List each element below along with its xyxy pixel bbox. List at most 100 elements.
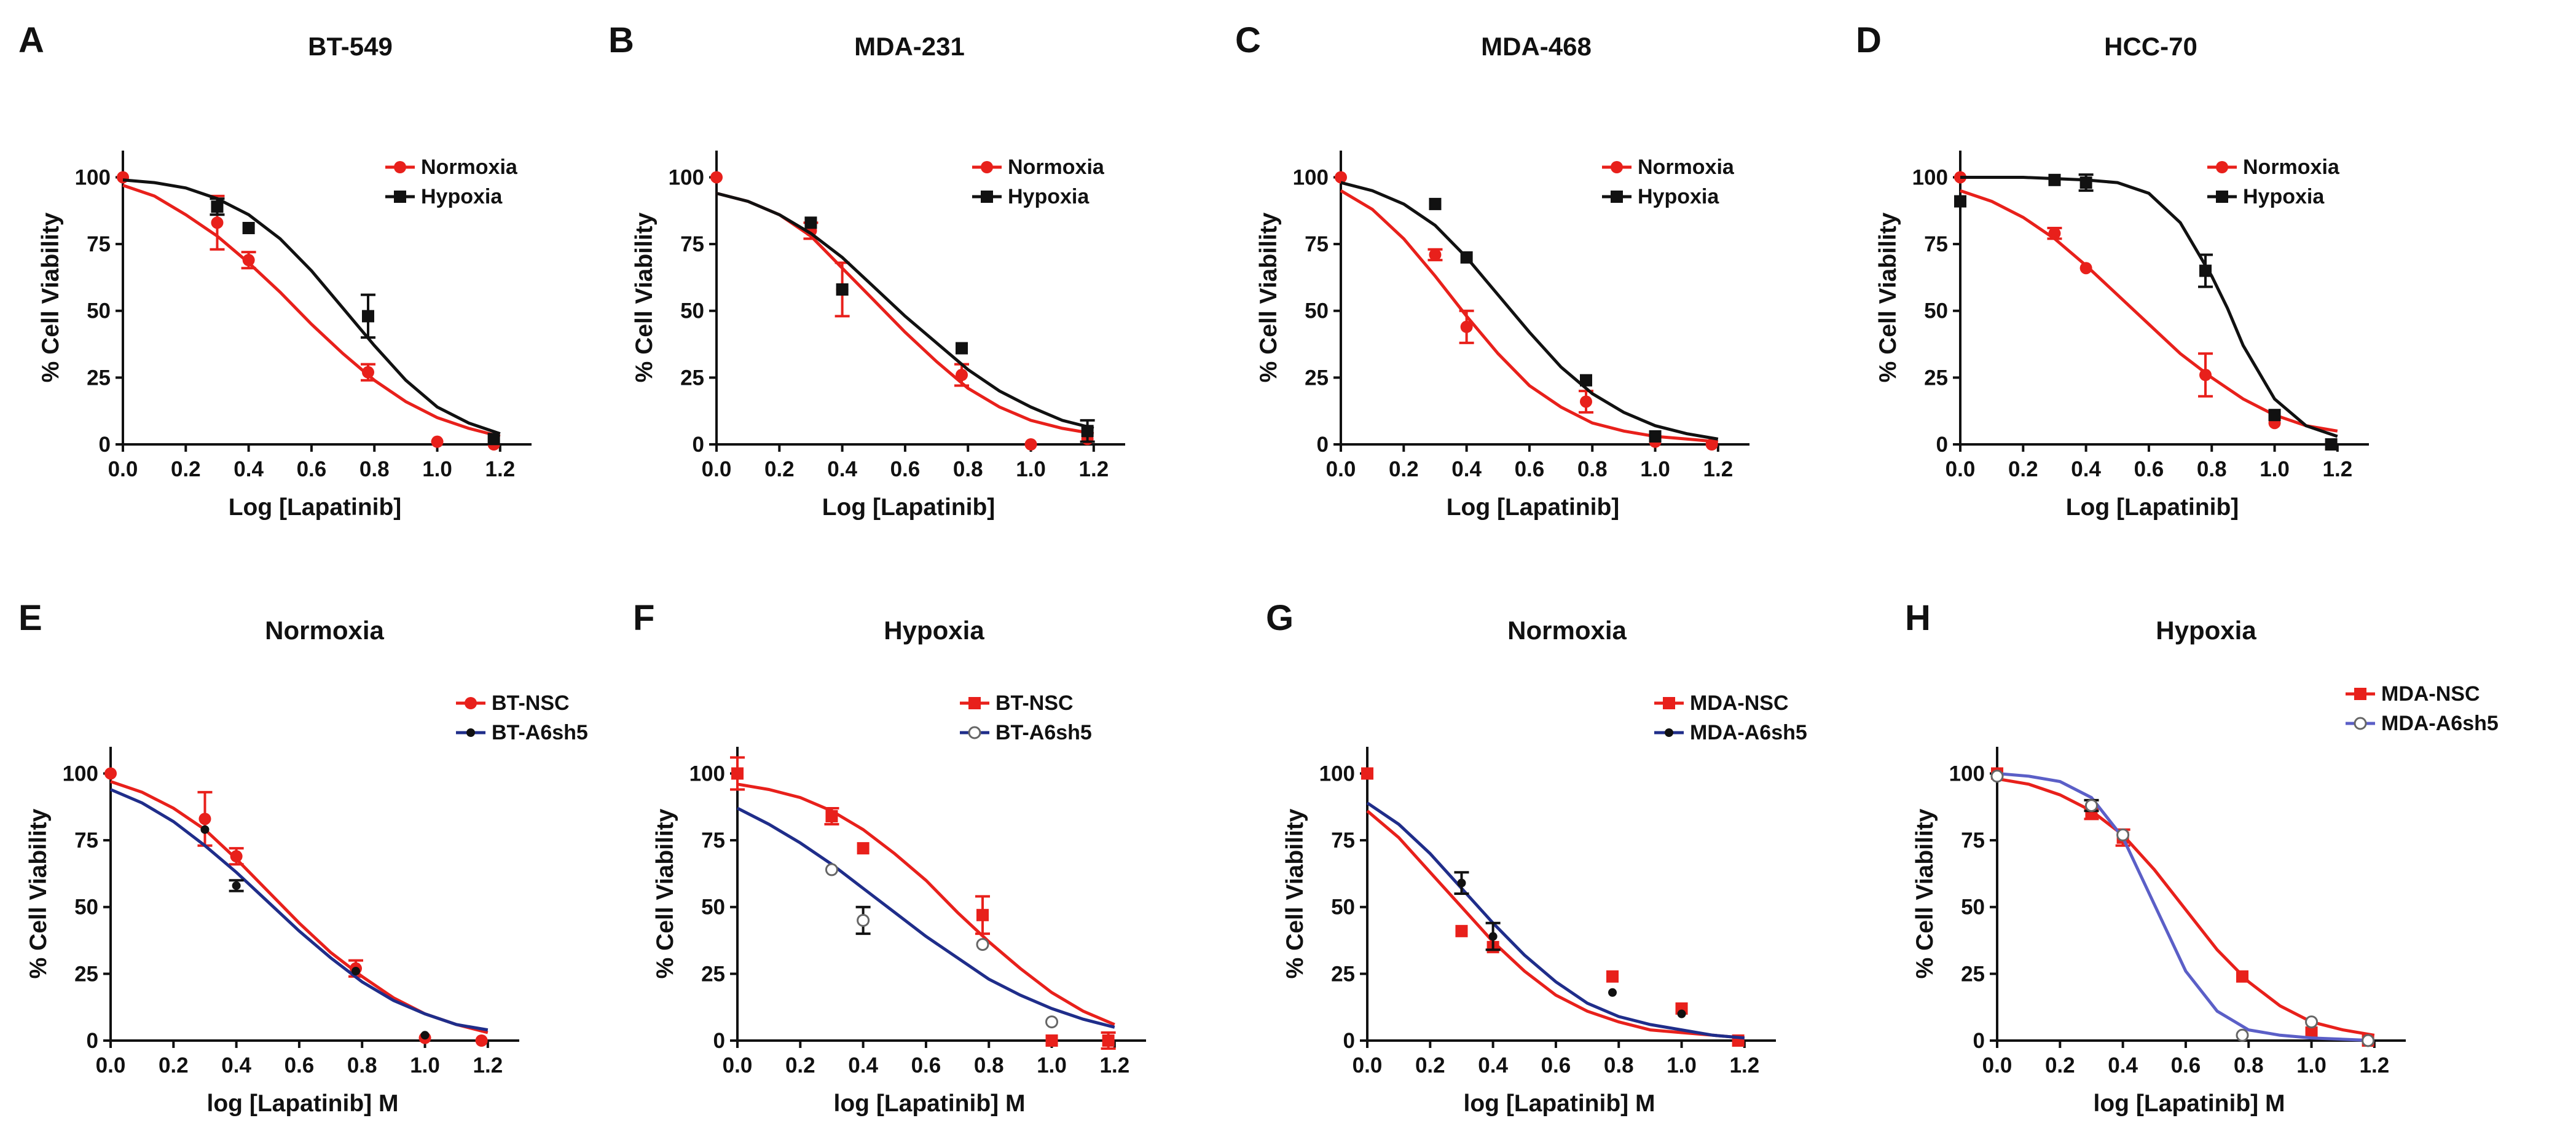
y-tick-label: 100 bbox=[1293, 165, 1329, 189]
x-tick-label: 0.0 bbox=[1982, 1053, 2012, 1077]
y-tick-label: 50 bbox=[680, 299, 704, 323]
x-tick-label: 1.2 bbox=[1730, 1053, 1760, 1077]
chart-panel-h: H Hypoxia 0.0 0.2 0.4 0.6 0.8 1.0 1.2 0 25 50 75 100 l… bbox=[1905, 598, 2499, 1117]
x-tick-label: 0.4 bbox=[827, 457, 857, 481]
x-tick-label: 0.8 bbox=[1604, 1053, 1634, 1077]
x-tick-label: 0.0 bbox=[702, 457, 732, 481]
x-tick-label: 0.6 bbox=[890, 457, 921, 481]
y-tick-label: 75 bbox=[87, 232, 111, 256]
x-tick-label: 0.0 bbox=[108, 457, 138, 481]
y-axis-label: % Cell Viability bbox=[1255, 212, 1282, 382]
x-tick-label: 0.0 bbox=[1326, 457, 1356, 481]
legend-label: BT-NSC bbox=[995, 691, 1074, 715]
series-mda-nsc: MDA-NSC bbox=[1361, 691, 1789, 1047]
x-tick-label: 1.0 bbox=[410, 1053, 440, 1077]
data-point bbox=[362, 366, 374, 379]
legend-marker bbox=[1663, 697, 1675, 709]
data-point bbox=[956, 342, 968, 355]
y-axis-label: % Cell Viability bbox=[25, 808, 52, 979]
x-tick-label: 0.6 bbox=[911, 1053, 941, 1077]
legend-marker bbox=[981, 161, 993, 173]
y-tick-label: 0 bbox=[713, 1029, 725, 1053]
x-tick-label: 1.2 bbox=[2360, 1053, 2390, 1077]
data-point bbox=[710, 171, 723, 184]
data-point bbox=[976, 908, 989, 921]
y-tick-label: 100 bbox=[669, 165, 704, 189]
data-point bbox=[1081, 425, 1094, 438]
chart-title: MDA-468 bbox=[1481, 32, 1592, 61]
data-point bbox=[2199, 369, 2212, 382]
data-point bbox=[1045, 1034, 1058, 1047]
legend-label: Hypoxia bbox=[1008, 185, 1090, 208]
x-tick-label: 1.2 bbox=[1100, 1053, 1130, 1077]
y-tick-label: 100 bbox=[689, 762, 725, 786]
x-tick-label: 1.0 bbox=[422, 457, 452, 481]
data-point bbox=[420, 1031, 430, 1040]
y-axis-label: % Cell Viability bbox=[652, 808, 678, 979]
y-tick-label: 0 bbox=[1936, 433, 1948, 457]
data-point bbox=[1457, 878, 1466, 888]
series-mda-nsc: MDA-NSC bbox=[1991, 682, 2480, 1047]
data-point bbox=[487, 433, 500, 446]
data-point bbox=[1580, 374, 1592, 387]
panel-letter: E bbox=[18, 598, 42, 638]
legend-marker bbox=[1665, 728, 1673, 737]
x-tick-label: 0.8 bbox=[974, 1053, 1004, 1077]
x-tick-label: 0.2 bbox=[1415, 1053, 1445, 1077]
series-mda-a6sh5: MDA-A6sh5 bbox=[1366, 721, 1807, 1040]
y-tick-label: 25 bbox=[1305, 366, 1329, 390]
legend-label: MDA-A6sh5 bbox=[1690, 721, 1807, 744]
series-hypoxia: Hypoxia bbox=[1340, 181, 1719, 443]
data-point bbox=[242, 254, 255, 267]
legend-label: Normoxia bbox=[421, 156, 518, 179]
fit-curve bbox=[1340, 189, 1719, 444]
legend-label: MDA-NSC bbox=[2381, 682, 2480, 706]
data-point bbox=[211, 200, 224, 213]
y-tick-label: 25 bbox=[701, 962, 725, 986]
data-point bbox=[200, 825, 210, 834]
y-tick-label: 0 bbox=[1317, 433, 1329, 457]
data-point bbox=[976, 938, 989, 951]
legend-label: BT-A6sh5 bbox=[995, 721, 1092, 744]
data-point bbox=[956, 369, 968, 382]
x-tick-label: 0.0 bbox=[1946, 457, 1976, 481]
data-point bbox=[1954, 195, 1966, 208]
data-point bbox=[1580, 395, 1592, 408]
chart-title: HCC-70 bbox=[2104, 32, 2197, 61]
y-tick-label: 25 bbox=[680, 366, 704, 390]
x-tick-label: 1.0 bbox=[1037, 1053, 1067, 1077]
data-point bbox=[1460, 251, 1473, 264]
data-point bbox=[1705, 438, 1718, 451]
data-point bbox=[1677, 1009, 1686, 1018]
data-point bbox=[242, 222, 255, 235]
data-point bbox=[2236, 1028, 2249, 1042]
data-point bbox=[1460, 320, 1473, 333]
y-tick-label: 100 bbox=[63, 762, 98, 786]
data-point bbox=[351, 967, 360, 976]
legend-marker bbox=[981, 191, 993, 203]
x-tick-label: 0.4 bbox=[848, 1053, 878, 1077]
legend-label: MDA-NSC bbox=[1690, 691, 1789, 715]
y-tick-label: 75 bbox=[1331, 829, 1355, 853]
y-tick-label: 0 bbox=[693, 433, 704, 457]
panel-letter: B bbox=[608, 20, 634, 60]
legend-label: Hypoxia bbox=[421, 185, 503, 208]
y-tick-label: 50 bbox=[701, 896, 725, 920]
data-point bbox=[1455, 924, 1468, 937]
data-point bbox=[2268, 409, 2281, 422]
data-point bbox=[362, 310, 374, 323]
fit-curve bbox=[716, 192, 1094, 436]
panel-letter: H bbox=[1905, 598, 1931, 638]
fit-curve bbox=[1366, 809, 1745, 1040]
series-normoxia: Normoxia bbox=[117, 156, 518, 451]
panel-letter: A bbox=[18, 20, 44, 60]
data-point bbox=[1045, 1015, 1059, 1029]
x-tick-label: 1.0 bbox=[2260, 457, 2290, 481]
chart-panel-a: A BT-549 0.0 0.2 0.4 0.6 0.8 1.0 1.2 0 25 50 75 100 Lo… bbox=[18, 20, 532, 521]
series-hypoxia: Hypoxia bbox=[716, 185, 1095, 443]
data-point bbox=[857, 913, 870, 927]
x-tick-label: 1.2 bbox=[1079, 457, 1109, 481]
x-tick-label: 0.2 bbox=[785, 1053, 815, 1077]
data-point bbox=[2048, 227, 2061, 240]
panel-letter: D bbox=[1856, 20, 1882, 60]
